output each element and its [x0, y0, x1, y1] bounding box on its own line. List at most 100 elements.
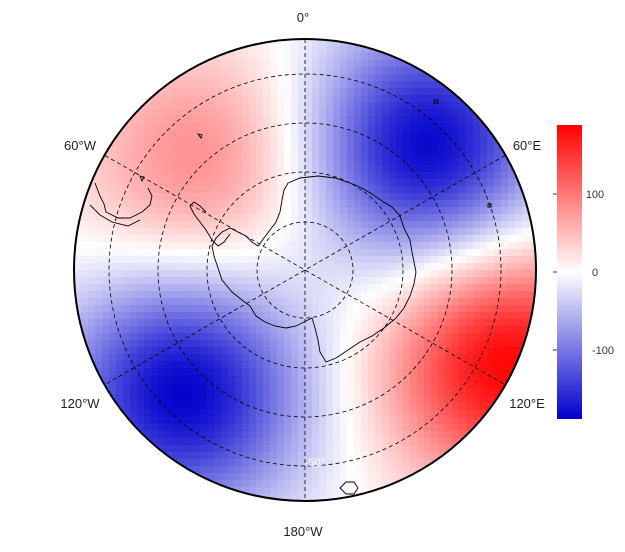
field-cell: [235, 144, 243, 152]
field-cell: [144, 347, 152, 355]
field-cell: [403, 270, 411, 278]
field-cell: [158, 277, 166, 285]
field-cell: [235, 347, 243, 355]
lon-label-0: 0°: [297, 10, 309, 25]
field-cell: [403, 130, 411, 138]
field-cell: [368, 319, 376, 327]
field-cell: [494, 368, 502, 376]
field-cell: [375, 368, 383, 376]
field-cell: [123, 193, 131, 201]
field-cell: [242, 487, 250, 495]
field-cell: [424, 424, 432, 432]
field-cell: [263, 214, 271, 222]
field-cell: [354, 354, 362, 362]
field-cell: [515, 193, 523, 201]
field-cell: [319, 186, 327, 194]
field-cell: [193, 291, 201, 299]
field-cell: [298, 53, 306, 61]
field-cell: [242, 396, 250, 404]
field-cell: [354, 410, 362, 418]
field-cell: [305, 424, 313, 432]
field-cell: [410, 452, 418, 460]
field-cell: [368, 221, 376, 229]
field-cell: [452, 361, 460, 369]
field-cell: [382, 291, 390, 299]
field-cell: [375, 221, 383, 229]
field-cell: [214, 228, 222, 236]
field-cell: [368, 445, 376, 453]
field-cell: [417, 81, 425, 89]
field-cell: [347, 46, 355, 54]
field-cell: [158, 326, 166, 334]
field-cell: [102, 298, 110, 306]
field-cell: [144, 193, 152, 201]
field-cell: [102, 291, 110, 299]
field-cell: [354, 158, 362, 166]
field-cell: [228, 319, 236, 327]
field-cell: [298, 459, 306, 467]
field-cell: [368, 494, 376, 501]
field-cell: [473, 291, 481, 299]
field-cell: [347, 375, 355, 383]
field-cell: [333, 445, 341, 453]
field-cell: [452, 200, 460, 208]
field-cell: [459, 403, 467, 411]
field-cell: [116, 165, 124, 173]
field-cell: [431, 200, 439, 208]
field-cell: [284, 340, 292, 348]
field-cell: [515, 165, 523, 173]
field-cell: [158, 158, 166, 166]
field-cell: [466, 256, 474, 264]
field-cell: [165, 228, 173, 236]
field-cell: [305, 305, 313, 313]
field-cell: [487, 284, 495, 292]
field-cell: [235, 88, 243, 96]
field-cell: [347, 151, 355, 159]
field-cell: [270, 46, 278, 54]
field-cell: [445, 242, 453, 250]
field-cell: [389, 459, 397, 467]
field-cell: [186, 459, 194, 467]
field-cell: [263, 431, 271, 439]
field-cell: [193, 417, 201, 425]
field-cell: [228, 417, 236, 425]
field-cell: [354, 137, 362, 145]
field-cell: [326, 53, 334, 61]
field-cell: [424, 340, 432, 348]
field-cell: [424, 116, 432, 124]
field-cell: [242, 410, 250, 418]
field-cell: [466, 123, 474, 131]
field-cell: [221, 361, 229, 369]
field-cell: [256, 382, 264, 390]
field-cell: [158, 375, 166, 383]
field-cell: [368, 74, 376, 82]
field-cell: [102, 200, 110, 208]
field-cell: [347, 466, 355, 474]
field-cell: [431, 361, 439, 369]
field-cell: [431, 214, 439, 222]
field-cell: [102, 193, 110, 201]
field-cell: [242, 158, 250, 166]
field-cell: [312, 431, 320, 439]
field-cell: [144, 235, 152, 243]
field-cell: [144, 410, 152, 418]
field-cell: [354, 445, 362, 453]
field-cell: [487, 158, 495, 166]
field-cell: [396, 319, 404, 327]
field-cell: [172, 403, 180, 411]
field-cell: [263, 81, 271, 89]
field-cell: [494, 249, 502, 257]
field-cell: [249, 270, 257, 278]
field-cell: [88, 207, 96, 215]
field-cell: [95, 263, 103, 271]
field-cell: [361, 95, 369, 103]
field-cell: [459, 207, 467, 215]
field-cell: [333, 165, 341, 173]
field-cell: [438, 228, 446, 236]
field-cell: [319, 368, 327, 376]
field-cell: [172, 242, 180, 250]
field-cell: [291, 347, 299, 355]
field-cell: [375, 312, 383, 320]
field-cell: [256, 214, 264, 222]
field-cell: [228, 445, 236, 453]
